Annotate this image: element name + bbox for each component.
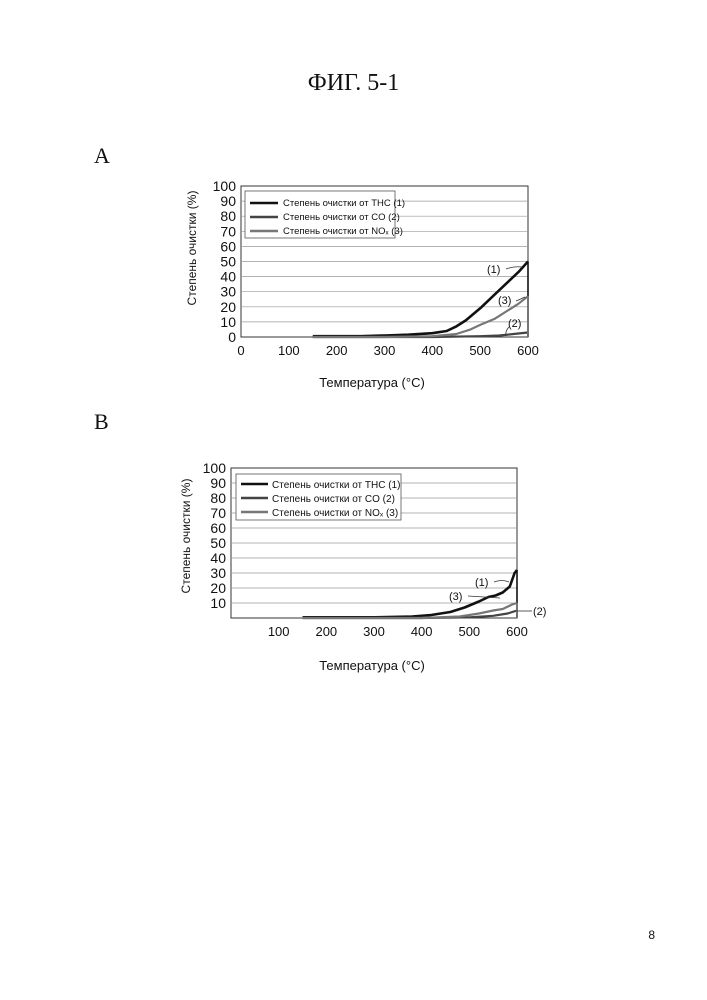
b-ytick-label: 10: [210, 595, 226, 611]
a-ytick-label: 70: [220, 223, 236, 239]
chart-b-legend-co: Степень очистки от CO (2): [272, 494, 395, 505]
a-ytick-label: 0: [228, 329, 236, 345]
b-ytick-label: 90: [210, 475, 226, 491]
a-xtick-label: 400: [421, 343, 443, 358]
chart-a-legend-thc: Степень очистки от THC (1): [283, 198, 405, 209]
a-ytick-label: 60: [220, 238, 236, 254]
a-ytick-label: 100: [213, 178, 237, 194]
b-ytick-label: 50: [210, 535, 226, 551]
chart-a-legend-co: Степень очистки от CO (2): [283, 212, 400, 223]
a-ytick-label: 50: [220, 254, 236, 270]
a-ytick-label: 90: [220, 193, 236, 209]
b-xtick-label: 300: [363, 624, 385, 639]
b-ytick-label: 20: [210, 580, 226, 596]
b-ytick-label: 80: [210, 490, 226, 506]
charts-canvas: 0102030405060708090100 01002003004005006…: [0, 0, 707, 1000]
a-xtick-label: 100: [278, 343, 300, 358]
a-ytick-label: 10: [220, 314, 236, 330]
chart-a-legend-nox: Степень очистки от NOₓ (3): [283, 226, 403, 237]
a-ytick-label: 20: [220, 299, 236, 315]
a-ytick-label: 30: [220, 284, 236, 300]
chart-a-annotation-2: (2): [508, 318, 521, 330]
chart-b-ylabel: Степень очистки (%): [179, 479, 193, 594]
chart-b-annotation-1: (1): [475, 577, 488, 589]
a-xtick-label: 200: [326, 343, 348, 358]
b-ytick-label: 60: [210, 520, 226, 536]
b-ytick-label: 70: [210, 505, 226, 521]
b-ytick-label: 30: [210, 565, 226, 581]
b-ytick-label: 40: [210, 550, 226, 566]
chart-b-annotation-2: (2): [533, 606, 546, 618]
b-xtick-label: 400: [411, 624, 433, 639]
chart-b-legend: Степень очистки от THC (1) Степень очист…: [236, 474, 401, 520]
chart-a: 0102030405060708090100 01002003004005006…: [185, 178, 539, 390]
b-xtick-label: 200: [315, 624, 337, 639]
page-number: 8: [648, 928, 655, 942]
chart-a-annotation-1: (1): [487, 264, 500, 276]
chart-b-legend-thc: Степень очистки от THC (1): [272, 480, 400, 491]
chart-b-legend-nox: Степень очистки от NOₓ (3): [272, 508, 398, 519]
chart-b: 102030405060708090100 100200300400500600…: [179, 460, 546, 673]
chart-b-xlabel: Температура (°C): [319, 658, 425, 673]
a-ytick-label: 40: [220, 269, 236, 285]
chart-a-ylabel: Степень очистки (%): [185, 191, 199, 306]
chart-b-annotation-3: (3): [449, 591, 462, 603]
a-ytick-label: 80: [220, 208, 236, 224]
b-ytick-label: 100: [203, 460, 227, 476]
chart-a-legend: Степень очистки от THC (1) Степень очист…: [245, 191, 405, 238]
chart-a-xlabel: Температура (°C): [319, 375, 425, 390]
b-xtick-label: 600: [506, 624, 528, 639]
chart-a-annotation-3: (3): [498, 295, 511, 307]
a-xtick-label: 0: [237, 343, 244, 358]
a-xtick-label: 300: [374, 343, 396, 358]
a-xtick-label: 600: [517, 343, 539, 358]
b-xtick-label: 100: [268, 624, 290, 639]
a-xtick-label: 500: [469, 343, 491, 358]
b-xtick-label: 500: [458, 624, 480, 639]
